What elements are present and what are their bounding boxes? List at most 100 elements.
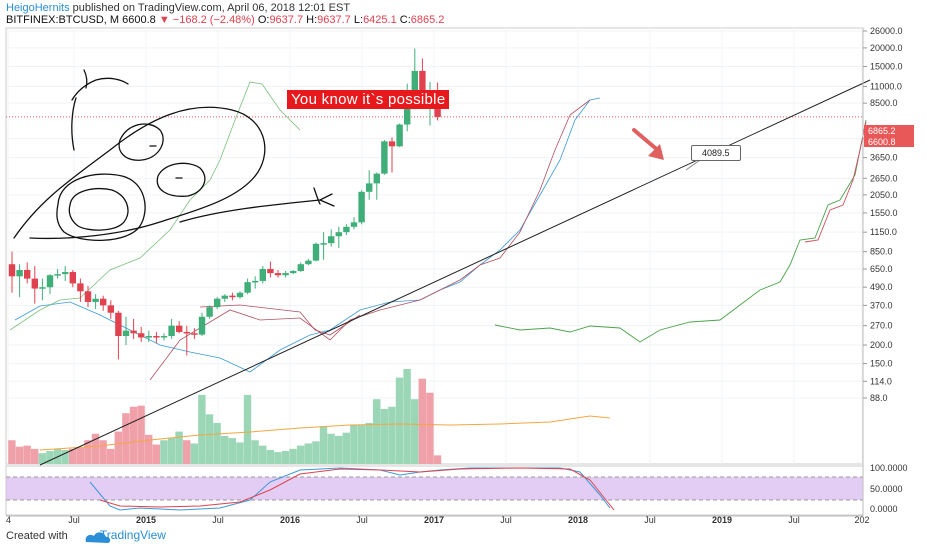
- candle-body: [100, 299, 106, 306]
- candle-body: [305, 261, 311, 265]
- candle-body: [153, 336, 159, 338]
- time-tick-label: Jul: [500, 515, 512, 525]
- candle-body: [351, 222, 357, 226]
- candle-body: [138, 333, 144, 337]
- candle-body: [267, 269, 273, 273]
- target-price-label: 4089.5: [691, 145, 741, 161]
- volume-bar: [198, 395, 205, 464]
- volume-bar: [115, 432, 122, 464]
- footer: Created with TradingView: [6, 528, 166, 542]
- price-tick-label: 1150.0: [870, 227, 897, 237]
- candle-body: [396, 125, 402, 147]
- price-tick-label: 88.0: [870, 393, 888, 403]
- ohlc-close-label: C:: [400, 14, 411, 26]
- volume-bar: [312, 441, 319, 464]
- tradingview-brand[interactable]: TradingView: [100, 528, 166, 542]
- volume-bar: [403, 369, 410, 464]
- price-tick-label: 1550.0: [870, 208, 898, 218]
- annotation-text: You know it`s possible: [287, 90, 449, 109]
- volume-bar: [267, 450, 274, 464]
- candle-body: [108, 305, 114, 312]
- candle-body: [222, 296, 228, 299]
- doodle-stroke: [157, 163, 205, 196]
- time-axis: 4 Jul 2015 Jul 2016 Jul 2017 Jul 2018 Jul 2019 Jul 2…: [6, 515, 870, 525]
- candle-body: [92, 299, 98, 302]
- price-tick-label: 20000.0: [870, 43, 903, 53]
- volume-bar: [419, 379, 426, 464]
- volume-bar: [244, 395, 251, 464]
- candle-body: [32, 279, 38, 289]
- time-tick-label: 2015: [136, 515, 156, 525]
- volume-bar: [183, 440, 190, 464]
- trend-line: [40, 80, 870, 465]
- volume-bar: [274, 452, 281, 464]
- time-tick-label: 202: [854, 515, 869, 525]
- candle-body: [366, 183, 372, 191]
- volume-bar: [168, 438, 175, 464]
- volume-bar: [358, 425, 365, 464]
- rsi-tick-label: 0.0000: [870, 504, 898, 514]
- volume-bar: [259, 446, 266, 464]
- volume-bar: [221, 436, 228, 464]
- price-change: −168.2 (−2.48%): [173, 14, 255, 26]
- candle-body: [77, 283, 83, 291]
- candle-body: [275, 273, 281, 275]
- volume-bar: [320, 426, 327, 464]
- price-tick-label: 650.0: [870, 264, 893, 274]
- candle-body: [199, 317, 205, 335]
- candle-body: [336, 232, 342, 236]
- candle-body: [282, 273, 288, 275]
- time-tick-label: Jul: [68, 515, 80, 525]
- candle-body: [161, 336, 167, 338]
- ohlc-high-label: H:: [306, 14, 317, 26]
- volume-bar: [153, 445, 160, 464]
- time-tick-label: Jul: [788, 515, 800, 525]
- price-tick-label: 200.0: [870, 340, 893, 350]
- volume-bar: [343, 433, 350, 464]
- price-tick-label: 11000.0: [870, 81, 902, 91]
- candle-body: [328, 236, 334, 243]
- candle-body: [260, 269, 266, 281]
- candle-body: [381, 141, 387, 173]
- price-tick-label: 2650.0: [870, 173, 898, 183]
- volume-bar: [411, 399, 418, 464]
- ohlc-open-value: 9637.7: [269, 14, 303, 26]
- volume-bar: [388, 407, 395, 464]
- volume-bar: [282, 451, 289, 464]
- doodle-stroke: [314, 188, 334, 206]
- price-axis: 26000.020000.015000.011000.08500.04900.0…: [863, 26, 914, 516]
- volume-bar: [145, 435, 152, 464]
- volume-bar: [289, 449, 296, 464]
- created-with-text: Created with: [6, 530, 68, 542]
- volume-bar: [229, 438, 236, 464]
- hand-drawn-doodle: [14, 70, 334, 240]
- ohlc-low-label: L:: [354, 14, 363, 26]
- doodle-stroke: [119, 124, 163, 160]
- volume-bar: [191, 443, 198, 464]
- candle-body: [298, 264, 304, 271]
- volume-bar: [305, 443, 312, 464]
- author-link[interactable]: HeigoHernits: [6, 2, 70, 14]
- time-tick-label: 2018: [568, 515, 588, 525]
- candle-body: [24, 270, 30, 279]
- price-tick-label: 850.0: [870, 247, 893, 257]
- volume-bar: [206, 414, 213, 464]
- price-tick-label: 3650.0: [870, 153, 898, 163]
- green-projection-line: [495, 120, 866, 342]
- price-tick-label: 150.0: [870, 359, 893, 369]
- volume-bar: [327, 434, 334, 464]
- candle-body: [320, 243, 326, 245]
- volume-bar: [365, 423, 372, 464]
- volume-bar: [8, 440, 15, 464]
- ohlc-low-value: 6425.1: [363, 14, 397, 26]
- volume-bar: [130, 407, 137, 464]
- rsi-tick-label: 50.0000: [870, 484, 903, 494]
- price-tick-label: 370.0: [870, 300, 893, 310]
- down-triangle-icon: ▼: [159, 14, 170, 26]
- price-label-text: 6865.2: [868, 126, 896, 136]
- rsi-band: [6, 477, 863, 500]
- volume-bar: [77, 448, 84, 464]
- time-tick-label: 2017: [424, 515, 444, 525]
- volume-bar: [213, 423, 220, 464]
